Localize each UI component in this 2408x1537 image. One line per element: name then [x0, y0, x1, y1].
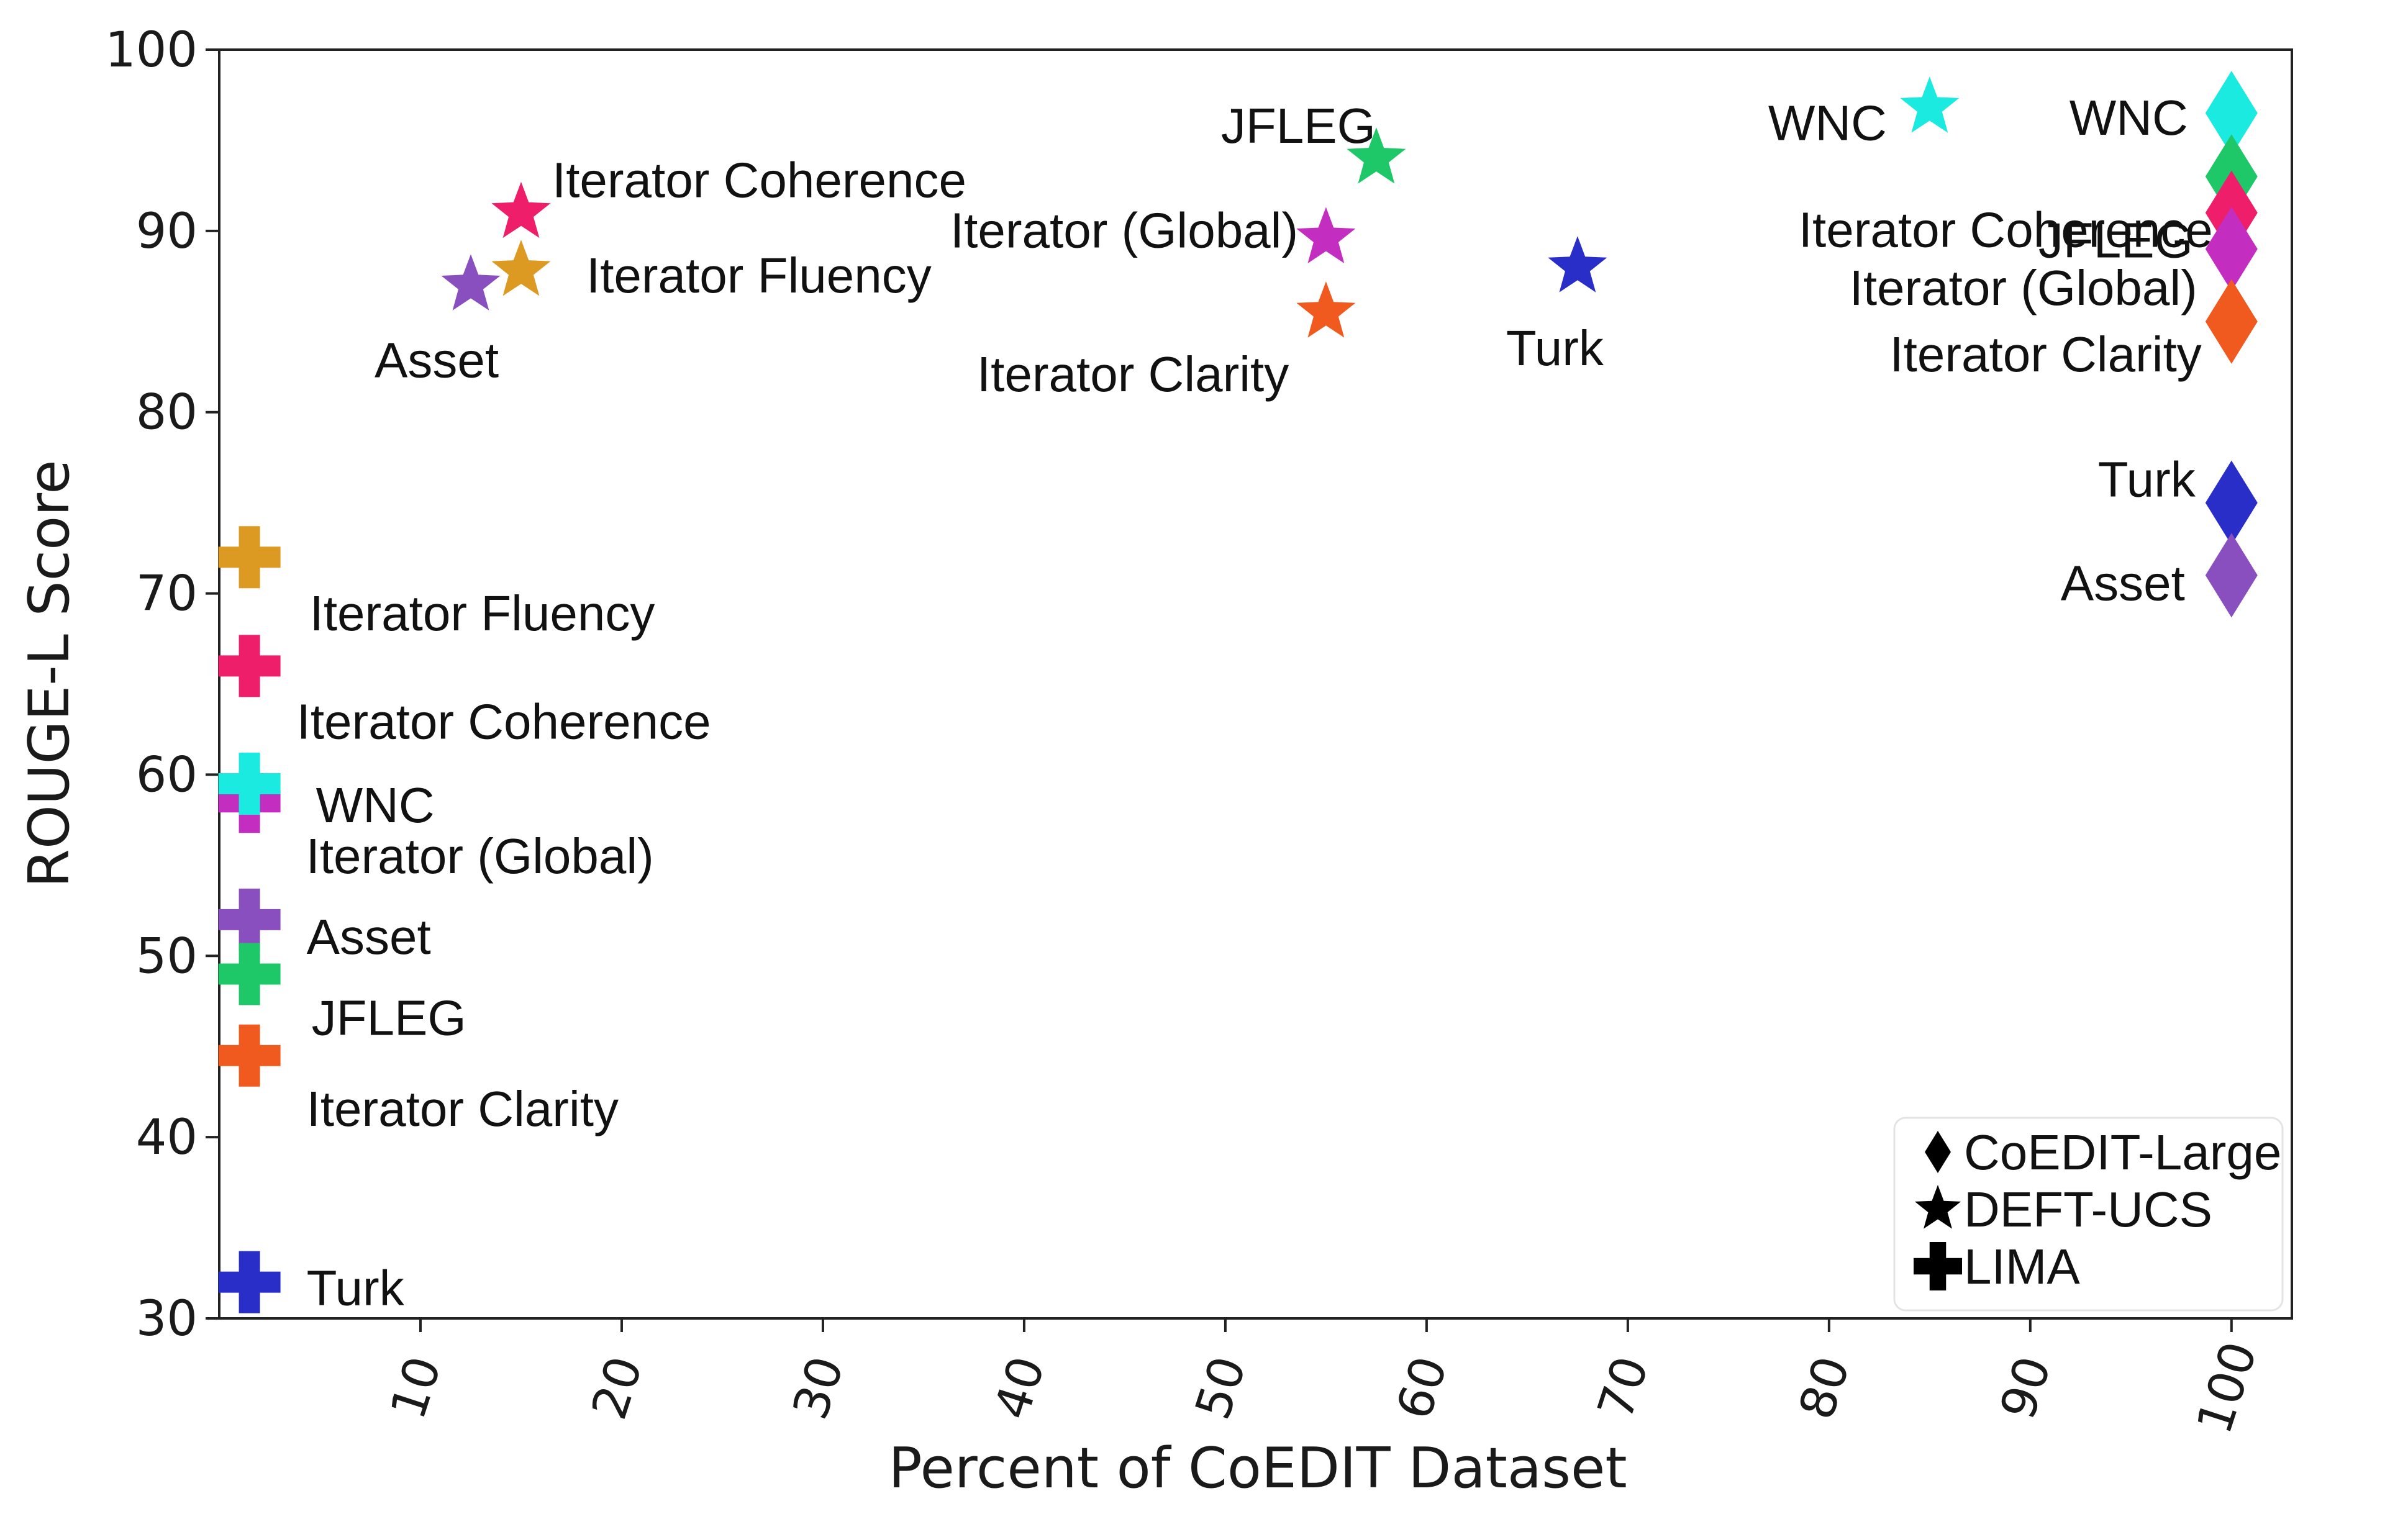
y-tick-label: 90 — [136, 204, 198, 260]
point-label-turk: Turk — [307, 1261, 405, 1316]
star-marker-asset — [441, 254, 501, 311]
plus-marker-iterator-clarity — [218, 1024, 281, 1087]
point-label-wnc: WNC — [1768, 95, 1887, 150]
legend-entry: LIMA — [1964, 1239, 2080, 1294]
point-label-jfleg: JFLEG — [2038, 212, 2193, 268]
y-tick-label: 40 — [136, 1110, 198, 1166]
diamond-marker-iterator-global — [2205, 207, 2258, 292]
plus-marker-wnc — [218, 753, 281, 815]
y-tick-label: 80 — [136, 385, 198, 441]
star-marker-jfleg — [1347, 127, 1406, 184]
point-label-iterator-global: Iterator (Global) — [950, 203, 1298, 258]
legend-entry: CoEDIT-Large — [1964, 1125, 2281, 1180]
point-label-jfleg: JFLEG — [1221, 98, 1376, 153]
x-tick-label: 60 — [1386, 1350, 1458, 1426]
plus-marker-turk — [218, 1251, 281, 1313]
point-label-iterator-clarity: Iterator Clarity — [307, 1081, 619, 1136]
x-tick-label: 80 — [1789, 1350, 1861, 1426]
point-label-iterator-clarity: Iterator Clarity — [977, 347, 1289, 402]
point-label-iterator-coherence: Iterator Coherence — [297, 694, 711, 749]
point-label-iterator-global: Iterator (Global) — [306, 828, 654, 884]
x-tick-label: 20 — [581, 1350, 653, 1426]
point-label-iterator-clarity: Iterator Clarity — [1889, 327, 2201, 382]
x-tick-label: 70 — [1588, 1350, 1660, 1426]
point-label-jfleg: JFLEG — [312, 990, 466, 1045]
data-marks — [218, 71, 2258, 1313]
x-axis-title: Percent of CoEDIT Dataset — [888, 1436, 1627, 1501]
point-label-wnc: WNC — [316, 778, 435, 833]
point-label-iterator-coherence: Iterator Coherence — [1799, 202, 2213, 258]
point-label-asset: Asset — [307, 909, 431, 964]
diamond-marker-wnc — [2205, 71, 2258, 156]
star-marker-turk — [1548, 236, 1607, 292]
star-marker-iterator-coherence — [491, 181, 551, 238]
plus-marker-jfleg — [218, 943, 281, 1005]
x-tick-label: 50 — [1185, 1350, 1257, 1426]
diamond-marker-iterator-clarity — [2205, 279, 2258, 364]
plus-marker-iterator-coherence — [218, 635, 281, 697]
point-label-iterator-fluency: Iterator Fluency — [586, 248, 932, 303]
point-label-iterator-coherence: Iterator Coherence — [552, 153, 966, 208]
y-tick-label: 100 — [105, 22, 198, 78]
x-tick-label: 40 — [984, 1350, 1056, 1426]
legend-star-icon — [1914, 1185, 1961, 1229]
diamond-marker-turk — [2205, 460, 2258, 545]
plus-marker-asset — [218, 888, 281, 951]
star-marker-iterator-clarity — [1296, 281, 1356, 338]
star-marker-iterator-global — [1296, 207, 1356, 263]
point-label-turk: Turk — [2098, 452, 2196, 507]
y-tick-label: 50 — [136, 928, 198, 984]
x-tick-label: 10 — [380, 1350, 452, 1426]
star-marker-wnc — [1900, 76, 1960, 133]
star-marker-iterator-fluency — [491, 240, 551, 296]
legend-diamond-icon — [1925, 1131, 1951, 1173]
y-tick-label: 70 — [136, 566, 198, 622]
point-label-iterator-fluency: Iterator Fluency — [310, 586, 655, 641]
legend-box — [1893, 1117, 2284, 1312]
x-tick-label: 100 — [2186, 1335, 2268, 1440]
y-axis-title: ROUGE-L Score — [17, 460, 82, 887]
legend-plus-icon — [1914, 1242, 1962, 1290]
point-label-asset: Asset — [375, 332, 499, 388]
y-tick-label: 60 — [136, 747, 198, 803]
point-label-iterator-global: Iterator (Global) — [1850, 260, 2197, 315]
plus-marker-iterator-fluency — [218, 526, 281, 589]
x-tick-label: 30 — [783, 1350, 855, 1426]
diamond-marker-asset — [2205, 533, 2258, 618]
point-label-turk: Turk — [1506, 320, 1604, 376]
legend-entry: DEFT-UCS — [1964, 1182, 2212, 1237]
y-tick-label: 30 — [136, 1291, 198, 1347]
x-tick-label: 90 — [1990, 1350, 2062, 1426]
point-label-wnc: WNC — [2070, 90, 2188, 145]
point-label-asset: Asset — [2061, 555, 2185, 610]
plot-frame — [218, 48, 2293, 1320]
